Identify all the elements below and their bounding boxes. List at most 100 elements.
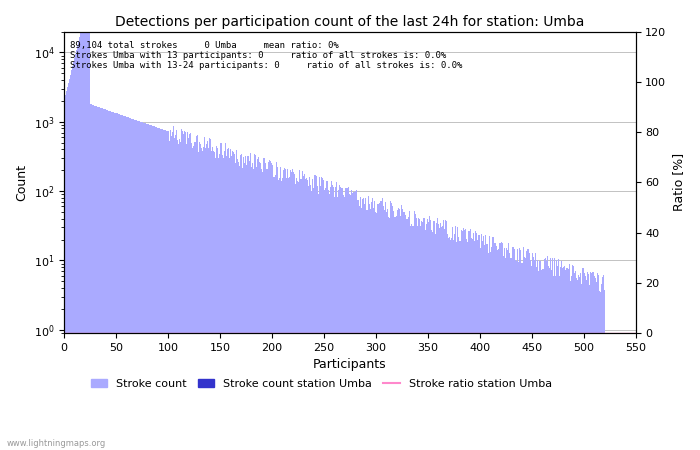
Bar: [459, 241, 461, 450]
Bar: [151, 126, 152, 450]
Bar: [219, 153, 220, 450]
Bar: [272, 165, 274, 450]
Bar: [590, 272, 592, 450]
Bar: [501, 242, 502, 450]
Bar: [68, 83, 69, 450]
Bar: [343, 195, 344, 450]
Bar: [116, 113, 117, 450]
Bar: [309, 176, 310, 450]
Bar: [411, 224, 412, 450]
Bar: [533, 257, 534, 450]
Bar: [399, 209, 400, 450]
Bar: [144, 123, 145, 450]
Bar: [83, 21, 84, 450]
Bar: [70, 75, 71, 450]
Bar: [276, 167, 278, 450]
Bar: [575, 271, 576, 450]
Bar: [379, 202, 381, 450]
Bar: [64, 95, 66, 450]
Bar: [163, 130, 164, 450]
Bar: [544, 259, 545, 450]
Bar: [470, 229, 471, 450]
Bar: [246, 165, 248, 450]
Bar: [321, 177, 322, 450]
Bar: [517, 249, 518, 450]
Bar: [516, 261, 517, 450]
Bar: [352, 193, 354, 450]
Bar: [416, 218, 417, 450]
Bar: [313, 188, 314, 450]
Bar: [580, 273, 581, 450]
Bar: [495, 243, 496, 450]
Bar: [84, 17, 85, 450]
Bar: [302, 176, 304, 450]
Bar: [124, 116, 125, 450]
Bar: [118, 114, 120, 450]
Bar: [419, 219, 420, 450]
Bar: [536, 267, 538, 450]
Bar: [510, 258, 512, 450]
Bar: [487, 253, 489, 450]
Bar: [440, 223, 441, 450]
Bar: [314, 175, 315, 450]
Bar: [111, 112, 113, 450]
Bar: [185, 132, 186, 450]
Bar: [414, 211, 415, 450]
Bar: [471, 238, 472, 450]
Bar: [290, 170, 291, 450]
Bar: [542, 270, 544, 450]
Bar: [298, 182, 300, 450]
Bar: [558, 259, 559, 450]
Bar: [401, 205, 402, 450]
Bar: [259, 162, 260, 450]
Bar: [421, 220, 422, 450]
Bar: [454, 234, 455, 450]
Bar: [452, 227, 453, 450]
Bar: [502, 243, 503, 450]
Y-axis label: Count: Count: [15, 164, 28, 201]
Bar: [188, 138, 189, 450]
Bar: [484, 245, 485, 450]
Bar: [598, 291, 600, 450]
Bar: [339, 184, 340, 450]
Bar: [420, 225, 421, 450]
Bar: [328, 194, 330, 450]
Bar: [296, 179, 297, 450]
Bar: [480, 248, 482, 450]
Bar: [238, 162, 239, 450]
Bar: [417, 226, 418, 450]
Bar: [161, 129, 162, 450]
Bar: [431, 230, 433, 450]
Bar: [424, 218, 425, 450]
Bar: [572, 265, 573, 450]
Bar: [268, 162, 270, 450]
Bar: [330, 181, 332, 450]
Bar: [472, 239, 473, 450]
Bar: [476, 233, 477, 450]
Bar: [592, 272, 594, 450]
Bar: [573, 266, 574, 450]
Bar: [211, 151, 212, 450]
Bar: [527, 249, 528, 450]
Bar: [288, 178, 289, 450]
Bar: [505, 258, 506, 450]
Bar: [73, 62, 74, 450]
Bar: [266, 169, 267, 450]
Bar: [498, 249, 499, 450]
Bar: [323, 180, 324, 450]
Bar: [101, 108, 102, 450]
Bar: [605, 351, 606, 450]
Bar: [237, 159, 238, 450]
Bar: [542, 269, 543, 450]
Bar: [145, 123, 146, 450]
Bar: [108, 111, 109, 450]
Bar: [81, 29, 83, 450]
Bar: [136, 120, 137, 450]
Bar: [191, 143, 193, 450]
Bar: [304, 179, 306, 450]
Bar: [162, 129, 163, 450]
Bar: [250, 153, 251, 450]
Bar: [506, 248, 507, 450]
Bar: [342, 189, 343, 450]
Bar: [263, 158, 264, 450]
